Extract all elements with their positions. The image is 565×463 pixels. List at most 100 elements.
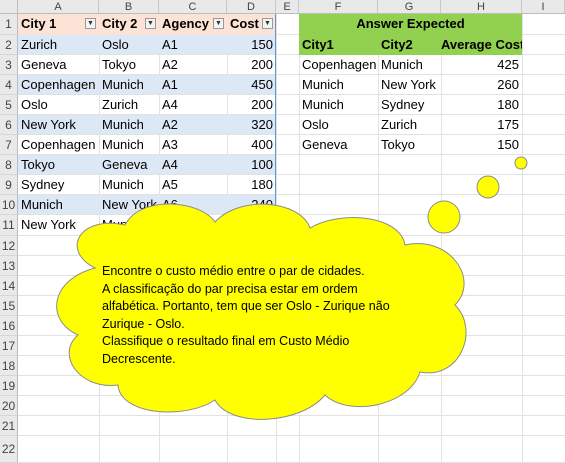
table-cell[interactable]: Sydney (18, 175, 99, 194)
row-header-15[interactable]: 15 (0, 296, 18, 316)
column-header-c[interactable]: C (159, 0, 227, 14)
row-header-5[interactable]: 5 (0, 95, 18, 115)
table-cell[interactable]: Zurich (18, 35, 99, 54)
table-cell[interactable]: Munich (18, 195, 99, 214)
table-cell[interactable]: 220 (227, 215, 276, 235)
row-header-2[interactable]: 2 (0, 35, 18, 55)
answer-cell[interactable]: Oslo (299, 115, 378, 134)
answer-cell[interactable]: 260 (441, 75, 522, 94)
answer-cell[interactable]: 180 (441, 95, 522, 114)
row-header-22[interactable]: 22 (0, 436, 18, 463)
filter-dropdown-icon[interactable]: ▼ (85, 18, 96, 29)
row-header-21[interactable]: 21 (0, 416, 18, 436)
row-header-17[interactable]: 17 (0, 336, 18, 356)
answer-cell[interactable]: Geneva (299, 135, 378, 154)
row-header-13[interactable]: 13 (0, 256, 18, 276)
table-cell[interactable]: Munich (99, 115, 159, 134)
column-header-i[interactable]: I (522, 0, 565, 14)
table-cell[interactable]: Geneva (18, 55, 99, 74)
table-cell[interactable]: Munich (99, 135, 159, 154)
answer-cell[interactable]: Zurich (378, 115, 441, 134)
row-header-19[interactable]: 19 (0, 376, 18, 396)
table-cell[interactable]: Copenhagen (18, 75, 99, 94)
table-cell[interactable]: Geneva (99, 155, 159, 174)
table-cell[interactable]: New York (18, 215, 99, 235)
table-cell[interactable]: 320 (227, 115, 276, 134)
row-header-7[interactable]: 7 (0, 135, 18, 155)
answer-cell[interactable]: Tokyo (378, 135, 441, 154)
row-header-8[interactable]: 8 (0, 155, 18, 175)
row-header-6[interactable]: 6 (0, 115, 18, 135)
table-header-city-2[interactable]: City 2 (99, 14, 145, 34)
table-cell[interactable]: A2 (159, 55, 227, 74)
row-header-14[interactable]: 14 (0, 276, 18, 296)
column-header-d[interactable]: D (227, 0, 276, 14)
callout-line: alfabética. Portanto, tem que ser Oslo -… (102, 298, 422, 316)
filter-dropdown-icon[interactable]: ▼ (145, 18, 156, 29)
table-cell[interactable]: A4 (159, 95, 227, 114)
table-cell[interactable]: New York (99, 195, 159, 214)
filter-dropdown-icon[interactable]: ▼ (262, 18, 273, 29)
table-header-city-1[interactable]: City 1 (18, 14, 85, 34)
answer-cell[interactable]: 425 (441, 55, 522, 74)
table-header-agency[interactable]: Agency (159, 14, 213, 34)
answer-cell[interactable]: Munich (299, 95, 378, 114)
table-cell[interactable]: A1 (159, 35, 227, 54)
column-header-f[interactable]: F (299, 0, 378, 14)
answer-cell[interactable]: Copenhagen (299, 55, 378, 74)
table-cell[interactable]: Oslo (99, 35, 159, 54)
row-header-18[interactable]: 18 (0, 356, 18, 376)
table-cell[interactable]: Oslo (18, 95, 99, 114)
table-cell[interactable]: 100 (227, 155, 276, 174)
table-cell[interactable]: Copenhagen (18, 135, 99, 154)
answer-cell[interactable]: Sydney (378, 95, 441, 114)
row-header-16[interactable]: 16 (0, 316, 18, 336)
callout-line: Zurique - Oslo. (102, 316, 422, 334)
answer-cell[interactable]: 175 (441, 115, 522, 134)
callout-text: Encontre o custo médio entre o par de ci… (102, 263, 422, 368)
select-all-corner[interactable] (0, 0, 18, 14)
table-cell[interactable]: 200 (227, 55, 276, 74)
table-cell[interactable]: 150 (227, 35, 276, 54)
column-header-h[interactable]: H (441, 0, 522, 14)
table-cell[interactable]: A1 (159, 75, 227, 94)
row-header-10[interactable]: 10 (0, 195, 18, 215)
column-header-a[interactable]: A (18, 0, 99, 14)
table-cell[interactable]: Tokyo (18, 155, 99, 174)
table-cell[interactable]: New York (18, 115, 99, 134)
table-cell[interactable]: Munich (99, 215, 159, 235)
column-header-b[interactable]: B (99, 0, 159, 14)
table-cell[interactable]: Tokyo (99, 55, 159, 74)
table-cell[interactable]: 240 (227, 195, 276, 214)
table-cell[interactable]: A2 (159, 115, 227, 134)
row-header-12[interactable]: 12 (0, 236, 18, 256)
table-cell[interactable]: Munich (99, 75, 159, 94)
table-cell[interactable]: A5 (159, 175, 227, 194)
row-header-3[interactable]: 3 (0, 55, 18, 75)
answer-cell[interactable]: New York (378, 75, 441, 94)
filter-dropdown-icon[interactable]: ▼ (213, 18, 224, 29)
table-cell[interactable]: A6 (159, 195, 227, 214)
column-line (276, 14, 277, 463)
table-cell[interactable]: Munich (99, 175, 159, 194)
column-header-g[interactable]: G (378, 0, 441, 14)
answer-cell[interactable]: 150 (441, 135, 522, 154)
row-header-11[interactable]: 11 (0, 215, 18, 236)
table-cell[interactable]: 200 (227, 95, 276, 114)
row-header-1[interactable]: 1 (0, 14, 18, 35)
answer-cell[interactable]: Munich (378, 55, 441, 74)
table-cell[interactable]: A1 (159, 215, 227, 235)
column-header-e[interactable]: E (276, 0, 299, 14)
answer-cell[interactable]: Munich (299, 75, 378, 94)
row-header-20[interactable]: 20 (0, 396, 18, 416)
table-cell[interactable]: 450 (227, 75, 276, 94)
table-cell[interactable]: Zurich (99, 95, 159, 114)
table-cell[interactable]: 400 (227, 135, 276, 154)
table-header-cost[interactable]: Cost (227, 14, 262, 34)
row-header-4[interactable]: 4 (0, 75, 18, 95)
table-cell[interactable]: 180 (227, 175, 276, 194)
row-header-9[interactable]: 9 (0, 175, 18, 195)
table-cell[interactable]: A3 (159, 135, 227, 154)
table-cell[interactable]: A4 (159, 155, 227, 174)
